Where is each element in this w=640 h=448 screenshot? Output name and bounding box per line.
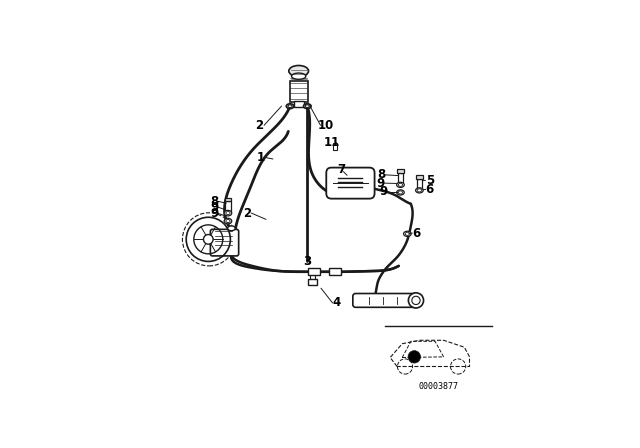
Bar (333, 143, 337, 151)
Bar (290, 82, 308, 102)
Bar (397, 173, 403, 183)
Bar (225, 202, 231, 211)
Text: 9: 9 (210, 201, 218, 214)
Text: 10: 10 (318, 119, 335, 132)
Text: 1: 1 (257, 151, 265, 164)
Bar (294, 101, 304, 107)
Ellipse shape (404, 231, 411, 237)
Text: 9: 9 (380, 185, 388, 198)
Ellipse shape (397, 190, 404, 195)
Text: 8: 8 (210, 195, 218, 208)
Text: 3: 3 (303, 255, 312, 268)
Ellipse shape (291, 73, 306, 79)
Bar (225, 198, 232, 202)
Ellipse shape (224, 218, 232, 224)
Ellipse shape (397, 182, 404, 187)
Text: 6: 6 (412, 227, 420, 240)
FancyBboxPatch shape (326, 168, 374, 198)
Text: 7: 7 (337, 163, 345, 176)
Bar (417, 179, 422, 189)
Bar (308, 279, 317, 285)
Ellipse shape (224, 211, 232, 216)
Bar (329, 268, 341, 275)
Ellipse shape (286, 104, 294, 108)
Circle shape (408, 351, 420, 363)
Bar (308, 268, 321, 275)
FancyBboxPatch shape (353, 293, 419, 307)
Bar (397, 169, 404, 173)
Text: 9: 9 (376, 177, 385, 190)
Text: 4: 4 (333, 296, 340, 309)
Circle shape (408, 293, 424, 308)
Text: 2: 2 (243, 207, 251, 220)
Text: 11: 11 (324, 136, 340, 149)
Text: 2: 2 (255, 119, 263, 132)
Ellipse shape (303, 104, 311, 108)
Text: 5: 5 (426, 174, 434, 187)
Text: 6: 6 (426, 183, 434, 196)
Ellipse shape (289, 65, 308, 77)
Circle shape (204, 234, 213, 244)
Ellipse shape (415, 188, 423, 193)
Text: 8: 8 (378, 168, 385, 181)
Ellipse shape (228, 226, 236, 231)
FancyBboxPatch shape (211, 229, 239, 256)
Bar (416, 175, 423, 179)
Text: 9: 9 (210, 207, 218, 220)
Text: 00003877: 00003877 (419, 382, 458, 391)
